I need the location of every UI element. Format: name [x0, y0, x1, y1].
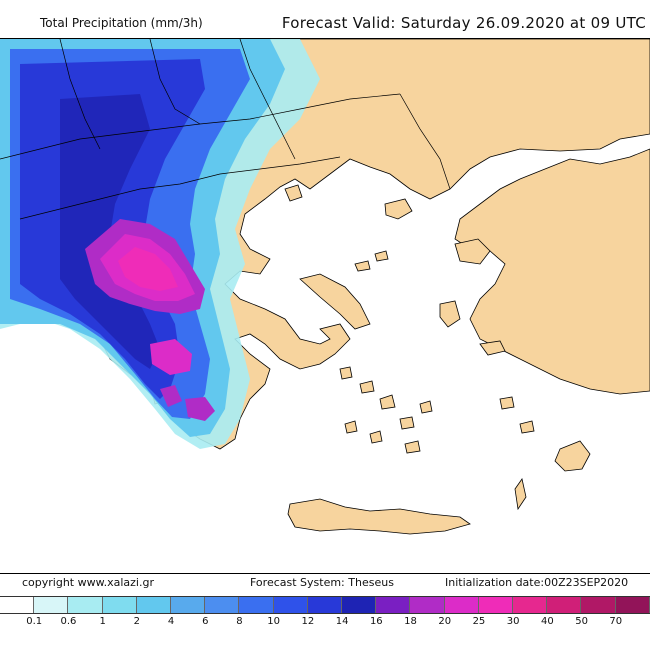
- legend-tick-label: 0.1: [26, 616, 43, 627]
- forecast-valid-label: Forecast Valid: Saturday 26.09.2020 at 0…: [281, 14, 646, 32]
- legend-swatch: [136, 597, 172, 613]
- legend-swatch: [410, 597, 445, 613]
- legend-tick-label: 4: [167, 616, 175, 627]
- legend-tick-label: 20: [438, 616, 452, 627]
- legend-swatch: [171, 597, 206, 613]
- copyright-label: copyright www.xalazi.gr: [22, 576, 154, 589]
- legend-swatch: [376, 597, 411, 613]
- legend-tick-label: 18: [404, 616, 417, 627]
- legend-swatch: [513, 597, 548, 613]
- map-footer: copyright www.xalazi.gr Forecast System:…: [0, 573, 650, 593]
- legend-tick-label: 12: [301, 616, 315, 627]
- legend-tick-label: 0.6: [60, 616, 77, 627]
- map-canvas: [0, 39, 650, 535]
- precipitation-map: [0, 38, 650, 574]
- legend-tick-label: 40: [540, 616, 554, 627]
- legend-tick-label: 50: [575, 616, 588, 627]
- legend-swatch: [273, 597, 308, 613]
- legend-swatch: [581, 597, 616, 613]
- legend-tick-label: 14: [335, 616, 349, 627]
- color-legend: 0.1 0.6 1 2 4 6 8 10 12 14 16 18 20 25 30 40 50 70: [0, 596, 650, 650]
- legend-tick-label: 70: [609, 616, 623, 627]
- legend-color-bar: [0, 596, 650, 614]
- legend-swatch: [239, 597, 274, 613]
- legend-swatch: [307, 597, 343, 613]
- legend-tick-labels: 0.1 0.6 1 2 4 6 8 10 12 14 16 18 20 25 30 40 50 70: [0, 616, 650, 632]
- legend-swatch: [0, 597, 35, 613]
- country-borders: [0, 39, 451, 220]
- forecast-system-label: Forecast System: Theseus: [250, 576, 394, 589]
- legend-swatch: [102, 597, 137, 613]
- legend-swatch: [547, 597, 582, 613]
- legend-tick-label: 2: [133, 616, 141, 627]
- initialization-label: Initialization date:00Z23SEP2020: [445, 576, 629, 589]
- legend-swatch: [444, 597, 479, 613]
- legend-tick-label: 16: [369, 616, 383, 627]
- legend-tick-label: 25: [472, 616, 486, 627]
- legend-swatch: [34, 597, 69, 613]
- legend-swatch: [615, 597, 650, 613]
- legend-tick-label: 6: [202, 616, 209, 627]
- map-header: Total Precipitation (mm/3h) Forecast Val…: [0, 0, 650, 38]
- legend-tick-label: 8: [236, 616, 243, 627]
- legend-swatch: [342, 597, 377, 613]
- legend-tick-label: 10: [267, 616, 281, 627]
- legend-tick-label: 30: [506, 616, 520, 627]
- legend-swatch: [205, 597, 240, 613]
- precipitation-layer: [0, 39, 320, 449]
- legend-tick-label: 1: [99, 616, 106, 627]
- legend-swatch: [68, 597, 103, 613]
- legend-swatch: [478, 597, 514, 613]
- field-label: Total Precipitation (mm/3h): [40, 16, 203, 30]
